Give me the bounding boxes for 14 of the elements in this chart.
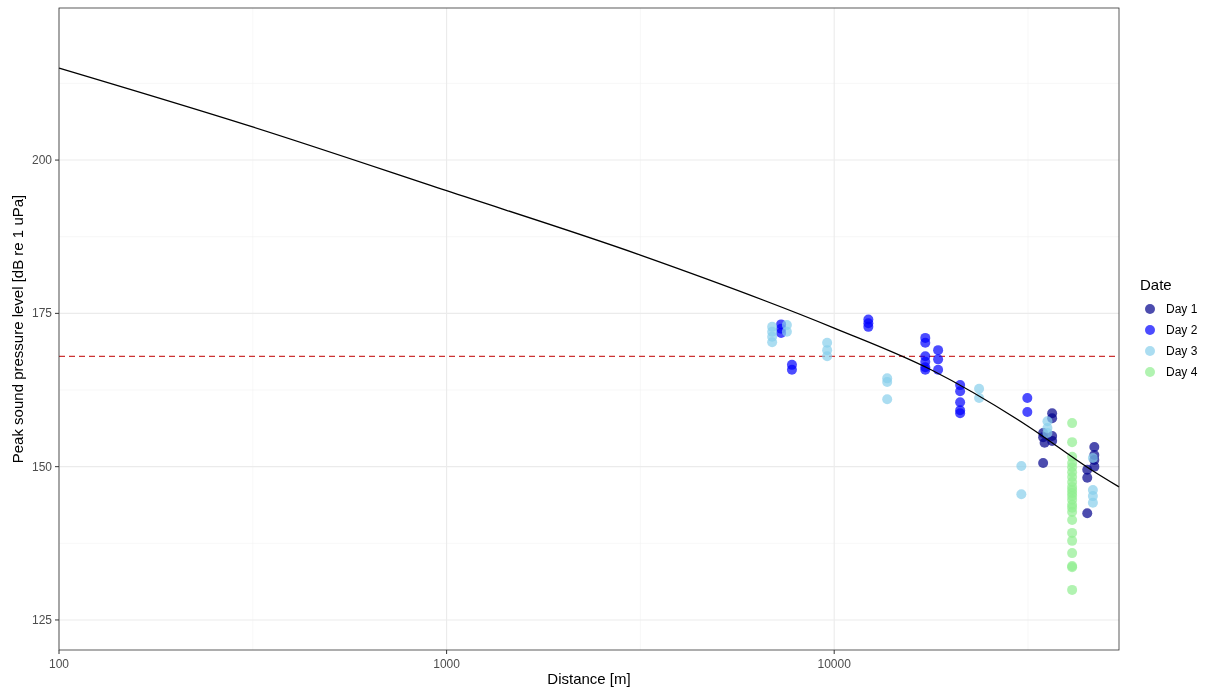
y-tick-label: 150 [31, 459, 53, 474]
legend-title: Date [1140, 276, 1172, 293]
y-axis-title: Peak sound pressure level [dB re 1 uPa] [9, 194, 26, 464]
y-tick-label: 175 [31, 306, 53, 321]
x-tick-label: 100 [48, 657, 70, 671]
legend-label: Day 3 [1166, 344, 1198, 358]
legend-label: Day 4 [1166, 365, 1198, 379]
y-tick-label: 200 [31, 153, 53, 168]
x-axis-title: Distance [m] [547, 670, 631, 687]
x-tick-label: 1000 [433, 657, 461, 671]
x-tick-label: 10000 [817, 657, 852, 671]
legend-label: Day 1 [1166, 302, 1198, 316]
legend-label: Day 2 [1166, 323, 1198, 337]
y-tick-label: 125 [31, 612, 53, 627]
